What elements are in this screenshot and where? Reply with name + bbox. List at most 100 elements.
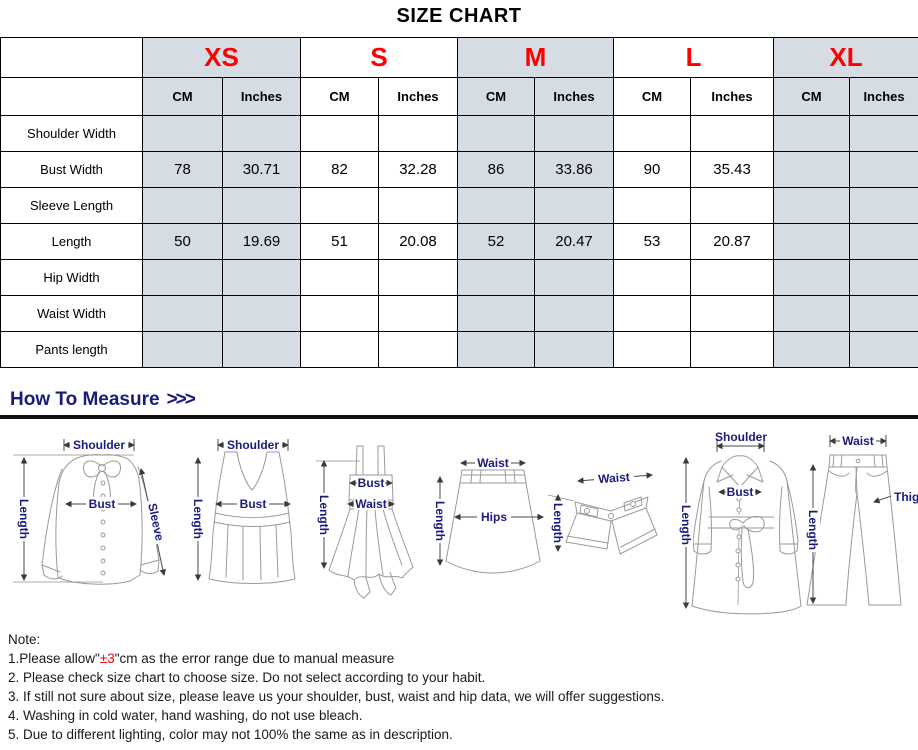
table-cell: 19.69	[222, 223, 301, 260]
coat-length-label: Length	[679, 505, 693, 545]
note-line-3: 3. If still not sure about size, please …	[8, 689, 665, 704]
size-header-s: S	[300, 37, 458, 78]
coat-bust-label: Bust	[727, 485, 754, 499]
table-cell: 20.08	[378, 223, 458, 260]
table-cell	[457, 331, 535, 368]
skirt-waist-label: Waist	[477, 456, 509, 470]
tank-length-label: Length	[191, 499, 205, 539]
size-header-l: L	[613, 37, 775, 78]
table-cell	[533, 115, 615, 152]
table-row-shoulder-width: Shoulder Width	[0, 115, 918, 152]
table-cell	[457, 187, 535, 224]
note-line-2: 2. Please check size chart to choose siz…	[8, 670, 486, 685]
pants-waist-label: Waist	[842, 434, 874, 448]
unit-header-cm: CM	[300, 77, 379, 116]
pants-thigh-dim	[873, 495, 892, 504]
section-divider	[0, 415, 918, 419]
table-row-pants-length: Pants length	[0, 331, 918, 368]
coat-figure: Shoulder Length Bust	[679, 430, 802, 615]
unit-header-inches: Inches	[378, 77, 458, 116]
table-cell: 82	[300, 151, 379, 188]
error-range-value: ±3	[99, 651, 115, 666]
table-cell	[613, 259, 692, 296]
unit-header-cm: CM	[142, 77, 223, 116]
coat-collar	[716, 455, 764, 488]
table-cell	[690, 115, 775, 152]
blouse-length-label: Length	[17, 499, 31, 539]
table-cell	[300, 331, 379, 368]
table-cell	[849, 187, 918, 224]
page-title: SIZE CHART	[396, 5, 522, 27]
table-cell	[773, 151, 851, 188]
skirt-waistband	[459, 469, 527, 484]
table-cell	[690, 187, 775, 224]
row-label: Sleeve Length	[0, 187, 143, 224]
table-cell	[457, 259, 535, 296]
table-cell	[613, 187, 692, 224]
table-cell	[690, 331, 775, 368]
table-cell	[613, 295, 692, 332]
row-label: Shoulder Width	[0, 115, 143, 152]
shorts-left-leg	[565, 512, 612, 550]
unit-header-cm: CM	[773, 77, 851, 116]
table-row-waist-width: Waist Width	[0, 295, 918, 332]
shorts-length-label: Length	[551, 503, 565, 543]
table-cell	[849, 223, 918, 260]
table-cell: 86	[457, 151, 535, 188]
shorts-figure: Waist Length	[547, 469, 658, 555]
table-cell	[773, 259, 851, 296]
how-to-measure-heading: How To Measure >>>	[10, 389, 196, 411]
table-cell: 90	[613, 151, 692, 188]
table-cell	[222, 115, 301, 152]
note-1-suffix: "cm as the error range due to manual mea…	[114, 651, 395, 666]
note-1-prefix: 1.Please allow"	[8, 651, 100, 666]
table-cell	[378, 259, 458, 296]
table-cell	[849, 331, 918, 368]
notes-heading: Note:	[8, 632, 41, 647]
table-cell	[378, 331, 458, 368]
table-cell	[457, 295, 535, 332]
table-row-hip-width: Hip Width	[0, 259, 918, 296]
unit-header-inches: Inches	[849, 77, 918, 116]
unit-header-cm: CM	[613, 77, 692, 116]
shorts-right-leg	[611, 507, 658, 555]
table-cell	[533, 295, 615, 332]
table-row-length: Length 50 19.69 51 20.08 52 20.47 53 20.…	[0, 223, 918, 260]
tank-bust-label: Bust	[240, 497, 267, 511]
table-cell	[849, 259, 918, 296]
chevrons-icon: >>>	[166, 389, 196, 410]
row-label: Hip Width	[0, 259, 143, 296]
table-cell	[849, 151, 918, 188]
table-cell	[690, 295, 775, 332]
table-cell: 52	[457, 223, 535, 260]
table-row-sleeve-length: Sleeve Length	[0, 187, 918, 224]
table-cell: 50	[142, 223, 223, 260]
table-cell	[142, 115, 223, 152]
pants-figure: Waist Length Thigh	[806, 434, 918, 606]
table-cell: 30.71	[222, 151, 301, 188]
how-to-measure-text: How To Measure	[10, 389, 160, 410]
table-cell	[222, 295, 301, 332]
row-label: Bust Width	[0, 151, 143, 188]
pants-right-leg	[886, 466, 902, 606]
size-header-row: XS S M L XL	[0, 37, 918, 78]
table-cell	[849, 295, 918, 332]
dress-figure: Length Bust Waist	[316, 445, 414, 599]
measurement-figures-illustration: Shoulder Length Bust Sleeve Shoulder	[13, 430, 918, 615]
blouse-bust-label: Bust	[89, 497, 116, 511]
unit-header-inches: Inches	[222, 77, 301, 116]
tank-top-outline	[208, 451, 296, 584]
note-line-4: 4. Washing in cold water, hand washing, …	[8, 708, 363, 723]
skirt-figure: Waist Length Hips	[433, 456, 544, 574]
table-cell	[378, 115, 458, 152]
table-cell: 78	[142, 151, 223, 188]
pants-thigh-label: Thigh	[894, 490, 918, 504]
blouse-shoulder-label: Shoulder	[73, 438, 125, 452]
coat-outline	[691, 460, 802, 615]
skirt-outline	[445, 482, 541, 574]
table-cell	[533, 187, 615, 224]
table-cell	[300, 295, 379, 332]
row-label: Pants length	[0, 331, 143, 368]
blouse-sleeve-label: Sleeve	[145, 502, 167, 542]
